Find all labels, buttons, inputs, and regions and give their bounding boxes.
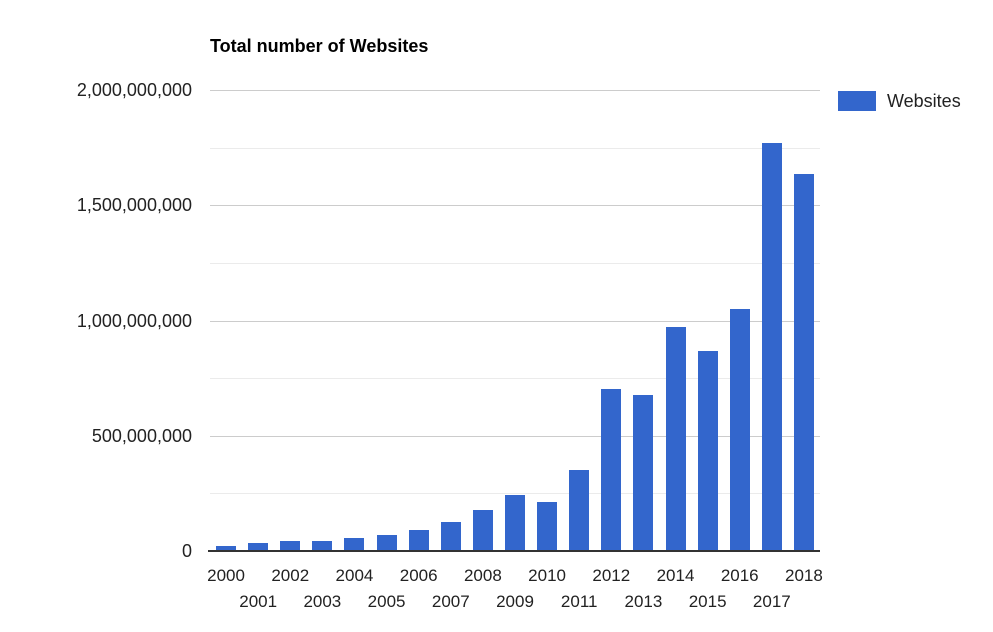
y-gridline-major (210, 90, 820, 91)
bar-2018[interactable] (793, 174, 814, 550)
bar-2007[interactable] (440, 521, 461, 550)
x-axis-tick-label-2003: 2003 (303, 592, 342, 611)
bar-2004[interactable] (344, 538, 365, 550)
bar-2016[interactable] (729, 308, 750, 550)
y-gridline-minor (210, 262, 820, 264)
legend-swatch-websites-icon[interactable] (838, 91, 876, 111)
x-axis-tick-label-2012: 2012 (592, 566, 631, 585)
x-axis-tick-label-2006: 2006 (399, 566, 438, 585)
x-axis-tick-label-2014: 2014 (656, 566, 695, 585)
bar-2008[interactable] (472, 510, 493, 550)
bar-2014[interactable] (665, 326, 686, 550)
x-axis-tick-label-2002: 2002 (271, 566, 310, 585)
x-axis-tick-label-2011: 2011 (560, 592, 598, 611)
y-axis-tick-label: 1,500,000,000 (76, 195, 192, 216)
bar-2000[interactable] (216, 546, 237, 550)
x-axis-tick-label-2001: 2001 (239, 592, 278, 611)
x-axis-tick-label-2010: 2010 (528, 566, 567, 585)
x-axis-line (208, 550, 820, 552)
legend: Websites (838, 90, 961, 112)
x-axis-tick-label-2008: 2008 (463, 566, 502, 585)
x-axis-tick-label-2013: 2013 (624, 592, 663, 611)
chart-title: Total number of Websites (210, 36, 429, 56)
x-axis-tick-label-2016: 2016 (720, 566, 759, 585)
y-gridline-major (210, 435, 820, 437)
y-axis-tick-label: 1,000,000,000 (76, 310, 192, 331)
y-gridline-minor (210, 378, 820, 380)
bar-2002[interactable] (280, 541, 301, 550)
bar-2012[interactable] (601, 389, 622, 550)
bar-2006[interactable] (408, 530, 429, 550)
x-axis-tick-label-2015: 2015 (688, 592, 727, 611)
bar-2005[interactable] (376, 535, 397, 550)
y-axis-tick-label: 0 (181, 541, 192, 561)
legend-label-websites: Websites (887, 90, 961, 111)
bar-2003[interactable] (312, 540, 333, 550)
x-axis-tick-label-2007: 2007 (431, 592, 470, 611)
bar-2015[interactable] (697, 351, 718, 550)
y-axis-tick-label: 2,000,000,000 (76, 80, 192, 100)
bar-2009[interactable] (505, 495, 525, 550)
x-axis-tick-label-2004: 2004 (335, 566, 374, 585)
bar-2011[interactable] (569, 470, 590, 550)
x-axis-tick-label-2009: 2009 (496, 592, 534, 611)
x-axis-tick-label-2005: 2005 (367, 592, 406, 611)
y-gridline-major (210, 205, 820, 207)
y-gridline-minor (210, 493, 820, 495)
bar-2013[interactable] (633, 394, 654, 550)
x-axis-tick-label-2017: 2017 (752, 592, 791, 611)
bar-2017[interactable] (761, 142, 782, 550)
y-gridline-major (210, 320, 820, 322)
y-gridline-minor (210, 147, 820, 149)
x-axis-tick-label-2000: 2000 (207, 566, 245, 585)
bar-2001[interactable] (248, 543, 269, 550)
plot-area (208, 90, 820, 552)
x-axis-tick-label-2018: 2018 (785, 566, 823, 585)
y-axis-tick-label: 500,000,000 (91, 425, 192, 446)
bar-2010[interactable] (537, 502, 558, 550)
